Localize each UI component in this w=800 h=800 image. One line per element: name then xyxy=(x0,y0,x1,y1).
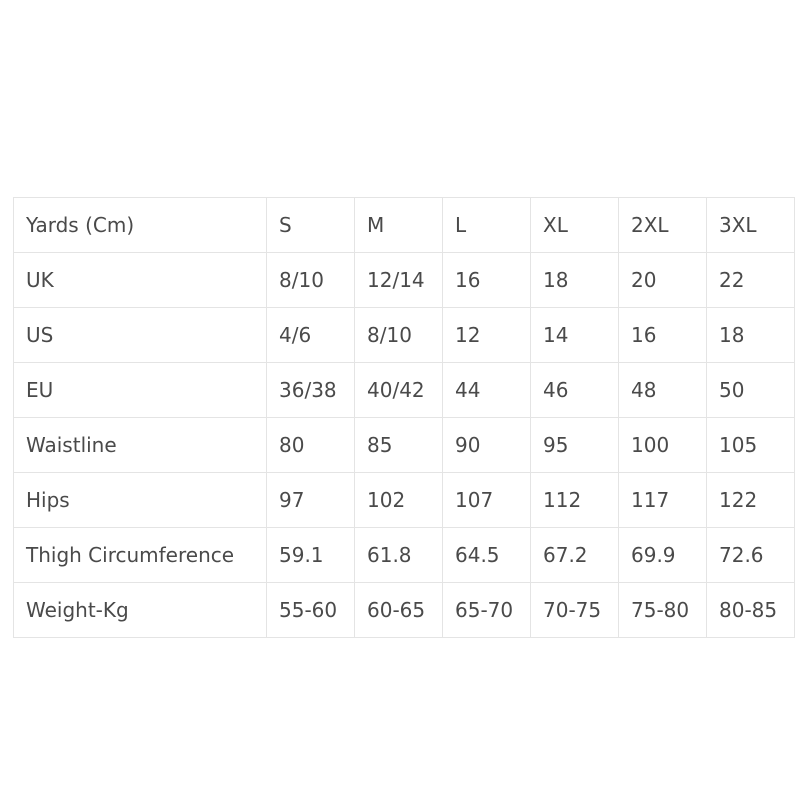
value-cell: 95 xyxy=(530,417,619,473)
table-row: EU 36/38 40/42 44 46 48 50 xyxy=(13,362,795,418)
table-row: Hips 97 102 107 112 117 122 xyxy=(13,472,795,528)
value-cell: 36/38 xyxy=(266,362,355,418)
size-header-cell: XL xyxy=(530,197,619,253)
value-cell: 4/6 xyxy=(266,307,355,363)
value-cell: 97 xyxy=(266,472,355,528)
row-label-cell: Weight-Kg xyxy=(13,582,267,638)
row-label-cell: Waistline xyxy=(13,417,267,473)
header-label-cell: Yards (Cm) xyxy=(13,197,267,253)
value-cell: 20 xyxy=(618,252,707,308)
value-cell: 107 xyxy=(442,472,531,528)
value-cell: 50 xyxy=(706,362,795,418)
table-row: Weight-Kg 55-60 60-65 65-70 70-75 75-80 80-85 xyxy=(13,582,795,638)
value-cell: 70-75 xyxy=(530,582,619,638)
value-cell: 40/42 xyxy=(354,362,443,418)
size-header-cell: 3XL xyxy=(706,197,795,253)
value-cell: 122 xyxy=(706,472,795,528)
table-row: Waistline 80 85 90 95 100 105 xyxy=(13,417,795,473)
value-cell: 100 xyxy=(618,417,707,473)
value-cell: 67.2 xyxy=(530,527,619,583)
row-label-cell: Hips xyxy=(13,472,267,528)
size-chart-table: Yards (Cm) S M L XL 2XL 3XL UK 8/10 12/14 16 18 20 22… xyxy=(13,197,795,638)
value-cell: 16 xyxy=(618,307,707,363)
row-label-cell: EU xyxy=(13,362,267,418)
size-header-cell: 2XL xyxy=(618,197,707,253)
value-cell: 102 xyxy=(354,472,443,528)
table-row: UK 8/10 12/14 16 18 20 22 xyxy=(13,252,795,308)
value-cell: 61.8 xyxy=(354,527,443,583)
row-label-cell: Thigh Circumference xyxy=(13,527,267,583)
value-cell: 22 xyxy=(706,252,795,308)
value-cell: 16 xyxy=(442,252,531,308)
value-cell: 64.5 xyxy=(442,527,531,583)
value-cell: 14 xyxy=(530,307,619,363)
value-cell: 60-65 xyxy=(354,582,443,638)
value-cell: 90 xyxy=(442,417,531,473)
table-row: Thigh Circumference 59.1 61.8 64.5 67.2 69.9 7… xyxy=(13,527,795,583)
value-cell: 55-60 xyxy=(266,582,355,638)
row-label-cell: UK xyxy=(13,252,267,308)
value-cell: 18 xyxy=(706,307,795,363)
value-cell: 59.1 xyxy=(266,527,355,583)
row-label-cell: US xyxy=(13,307,267,363)
table-row: US 4/6 8/10 12 14 16 18 xyxy=(13,307,795,363)
value-cell: 105 xyxy=(706,417,795,473)
value-cell: 18 xyxy=(530,252,619,308)
value-cell: 72.6 xyxy=(706,527,795,583)
size-header-cell: L xyxy=(442,197,531,253)
value-cell: 65-70 xyxy=(442,582,531,638)
value-cell: 112 xyxy=(530,472,619,528)
value-cell: 75-80 xyxy=(618,582,707,638)
value-cell: 69.9 xyxy=(618,527,707,583)
size-header-cell: M xyxy=(354,197,443,253)
value-cell: 12/14 xyxy=(354,252,443,308)
value-cell: 44 xyxy=(442,362,531,418)
value-cell: 12 xyxy=(442,307,531,363)
value-cell: 85 xyxy=(354,417,443,473)
value-cell: 117 xyxy=(618,472,707,528)
header-row: Yards (Cm) S M L XL 2XL 3XL xyxy=(13,197,795,253)
value-cell: 8/10 xyxy=(266,252,355,308)
value-cell: 46 xyxy=(530,362,619,418)
value-cell: 80 xyxy=(266,417,355,473)
size-header-cell: S xyxy=(266,197,355,253)
value-cell: 8/10 xyxy=(354,307,443,363)
value-cell: 80-85 xyxy=(706,582,795,638)
value-cell: 48 xyxy=(618,362,707,418)
